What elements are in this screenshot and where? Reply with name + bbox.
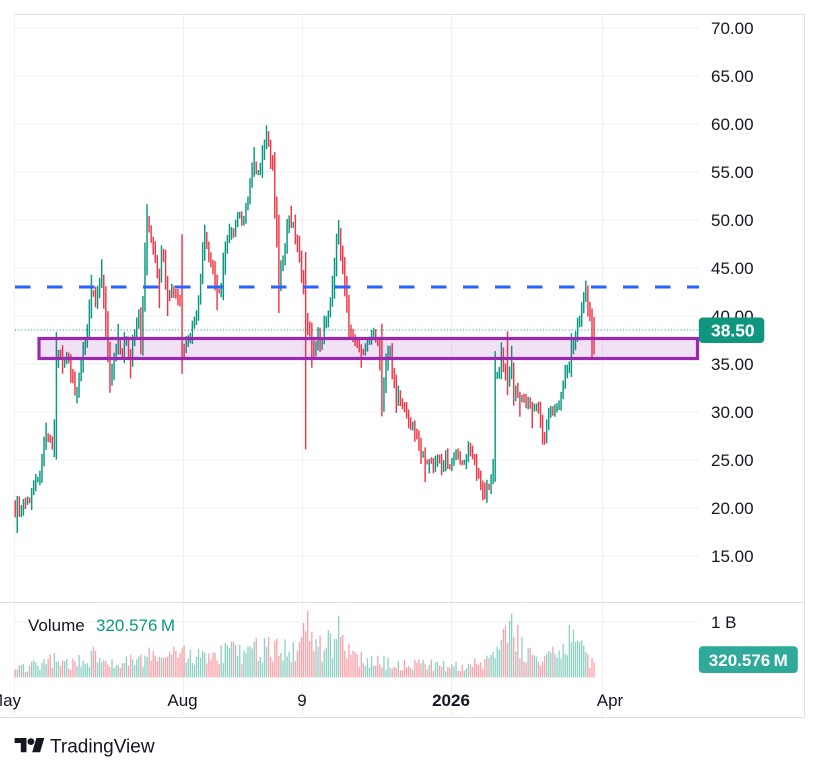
svg-text:TradingView: TradingView — [50, 737, 155, 758]
svg-text:2026: 2026 — [432, 691, 470, 710]
svg-text:Aug: Aug — [167, 691, 197, 710]
svg-text:50.00: 50.00 — [711, 211, 754, 230]
svg-text:35.00: 35.00 — [711, 355, 754, 374]
svg-text:38.50: 38.50 — [711, 321, 755, 341]
svg-text:60.00: 60.00 — [711, 115, 754, 134]
svg-text:9: 9 — [297, 691, 306, 710]
svg-text:25.00: 25.00 — [711, 451, 754, 470]
svg-text:30.00: 30.00 — [711, 403, 754, 422]
svg-text:320.576 M: 320.576 M — [96, 616, 175, 635]
svg-text:1 B: 1 B — [711, 613, 737, 632]
svg-text:May: May — [0, 691, 22, 710]
svg-text:Volume: Volume — [28, 616, 85, 635]
svg-text:320.576 M: 320.576 M — [709, 651, 788, 670]
svg-text:65.00: 65.00 — [711, 67, 754, 86]
svg-text:45.00: 45.00 — [711, 259, 754, 278]
svg-text:70.00: 70.00 — [711, 19, 754, 38]
svg-text:55.00: 55.00 — [711, 163, 754, 182]
svg-text:20.00: 20.00 — [711, 499, 754, 518]
svg-text:15.00: 15.00 — [711, 547, 754, 566]
svg-text:Apr: Apr — [597, 691, 624, 710]
